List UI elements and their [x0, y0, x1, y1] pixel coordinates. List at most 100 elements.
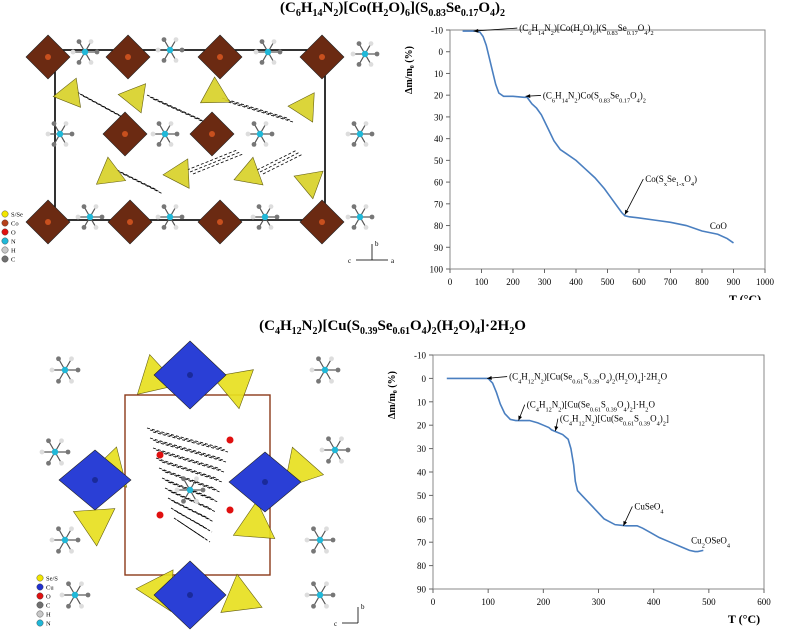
- hydrogen-bond: [152, 439, 224, 461]
- y-tick-label: 30: [417, 444, 427, 454]
- tetrahedron: [220, 573, 263, 613]
- y-tick-label: 40: [417, 468, 427, 478]
- title-fragment: 2: [509, 326, 515, 337]
- y-tick-label: 100: [430, 265, 444, 275]
- annotation-label: Cu2OSeO4: [691, 535, 731, 549]
- hydrogen-bond: [149, 429, 226, 451]
- legend-label: Cu: [46, 585, 54, 592]
- legend-label: N: [46, 621, 51, 628]
- y-tick-label: 90: [434, 243, 444, 253]
- title-fragment: O: [478, 0, 491, 16]
- hydrogen-bond: [164, 487, 211, 509]
- legend-swatch: [36, 583, 44, 591]
- axis-c-label: c: [334, 620, 337, 628]
- plot-area: [432, 354, 765, 590]
- title-fragment: 14: [312, 8, 323, 19]
- y-tick-label: 80: [417, 561, 427, 571]
- x-tick-label: 600: [632, 277, 646, 287]
- annotation-label: (C6H14N2)[Co(H2O)6](S0.83Se0.17O4)2: [519, 23, 653, 37]
- title-fragment: 4: [421, 326, 427, 337]
- legend-label: C: [11, 257, 15, 264]
- title-fragment: ](S: [410, 0, 429, 16]
- tetrahedron: [232, 500, 276, 539]
- title-fragment: 6: [295, 8, 301, 19]
- y-tick-label: 10: [417, 397, 427, 407]
- title-fragment: Se: [445, 0, 461, 16]
- y-tick-label: 70: [417, 538, 427, 548]
- bottom-figure-title: (C4H12N2)[Cu(S0.39Se0.61O4)2(H2O)4]·2H2O: [0, 318, 785, 337]
- title-fragment: 2: [453, 326, 459, 337]
- hydrogen-bond: [256, 149, 298, 171]
- title-fragment: ): [495, 0, 501, 16]
- title-fragment: O: [410, 318, 422, 334]
- tetrahedron: [95, 156, 127, 185]
- hydrogen-bond: [146, 94, 203, 121]
- hydrogen-bond: [262, 153, 304, 175]
- title-fragment: 0.17: [460, 8, 479, 19]
- title-fragment: 0.61: [392, 326, 411, 337]
- x-tick-label: 0: [431, 597, 436, 607]
- x-tick-label: 100: [475, 277, 489, 287]
- title-fragment: )[Co(H: [338, 0, 384, 16]
- x-tick-label: 300: [592, 597, 606, 607]
- legend-swatch: [1, 228, 9, 236]
- axis-b-label: b: [375, 240, 379, 248]
- hydrogen-bond: [192, 153, 244, 175]
- tetrahedron: [293, 170, 324, 200]
- x-tick-label: 100: [481, 597, 495, 607]
- x-tick-label: 900: [727, 277, 741, 287]
- x-axis-label: T (°C): [728, 612, 760, 626]
- y-tick-label: 60: [417, 514, 427, 524]
- title-fragment: (C: [259, 318, 275, 334]
- y-tick-label: 90: [417, 585, 427, 595]
- plot-area: [449, 29, 766, 270]
- tga-curve: [446, 377, 704, 553]
- title-fragment: N: [301, 318, 313, 334]
- title-fragment: (C: [279, 0, 296, 16]
- tetrahedron: [52, 77, 81, 108]
- title-fragment: O: [514, 318, 526, 334]
- y-tick-label: 60: [434, 178, 444, 188]
- x-tick-label: 800: [695, 277, 709, 287]
- hydrogen-bond: [176, 511, 213, 533]
- hydrogen-bond: [170, 499, 212, 521]
- legend-label: H: [46, 612, 51, 619]
- hydrogen-bond: [158, 451, 225, 473]
- annotation-arrow: [473, 27, 518, 32]
- title-fragment: 4: [490, 8, 496, 19]
- hydrogen-bond: [161, 477, 213, 499]
- legend-label: S/Se: [11, 212, 23, 219]
- tetrahedron: [199, 76, 231, 104]
- y-tick-label: 80: [434, 221, 444, 231]
- tetrahedron: [162, 158, 190, 189]
- hydrogen-bond: [167, 481, 219, 503]
- tga-curve: [462, 30, 734, 244]
- legend-swatch: [1, 210, 9, 218]
- title-fragment: 4: [274, 326, 280, 337]
- y-tick-label: 70: [434, 199, 444, 209]
- y-axis-label: Δm/m₀ (%): [404, 46, 415, 94]
- title-fragment: )[Cu(S: [317, 318, 360, 334]
- hydrogen-bond: [221, 97, 288, 119]
- legend-swatch: [1, 246, 9, 254]
- hydrogen-bond: [224, 99, 291, 121]
- hydrogen-bond: [155, 449, 222, 471]
- x-tick-label: 500: [601, 277, 615, 287]
- title-fragment: 2: [431, 326, 437, 337]
- y-tick-label: 40: [434, 134, 444, 144]
- legend-label: O: [46, 594, 51, 601]
- tetrahedron: [72, 508, 116, 547]
- title-fragment: 0.39: [360, 326, 378, 337]
- hydrogen-bond: [161, 461, 223, 483]
- legend-label: Co: [11, 221, 19, 228]
- title-fragment: 2: [333, 8, 339, 19]
- hydrogen-bond: [149, 437, 221, 459]
- legend-label: C: [46, 603, 50, 610]
- legend-swatch: [1, 255, 9, 263]
- annotation-label: Co(SxSe1-xO4): [645, 174, 697, 188]
- x-tick-label: 400: [569, 277, 583, 287]
- top-figure-title: (C6H14N2)[Co(H2O)6](S0.83Se0.17O4)2: [0, 0, 785, 19]
- title-fragment: N: [322, 0, 334, 16]
- y-tick-label: 50: [417, 491, 427, 501]
- title-fragment: O): [458, 318, 476, 334]
